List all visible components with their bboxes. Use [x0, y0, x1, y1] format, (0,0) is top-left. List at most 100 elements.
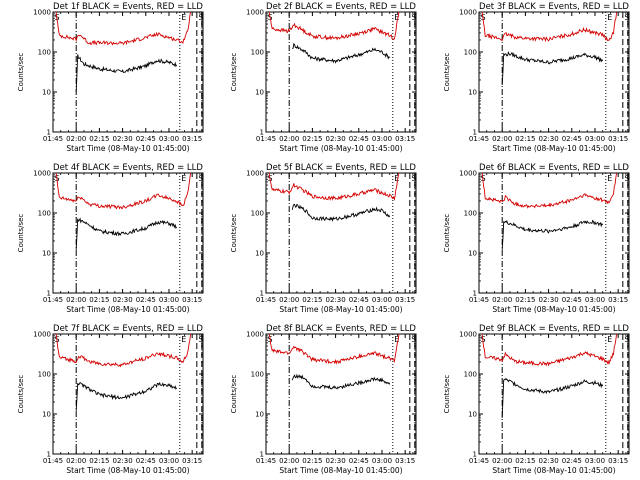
y-tick-label: 1	[473, 290, 477, 298]
plot-frame	[478, 172, 630, 294]
y-tick-label: 100	[251, 371, 264, 379]
panel-title: Det 4f BLACK = Events, RED = LLD	[53, 163, 203, 173]
x-tick-label: 03:00	[159, 457, 179, 465]
y-tick-label: 10	[468, 411, 477, 419]
x-axis-label: Start Time (08-May-10 01:45:00)	[279, 144, 402, 153]
x-tick-label: 02:30	[325, 296, 345, 304]
detector-panel-1: Det 1f BLACK = Events, RED = LLD 1 10 100 10…	[17, 2, 204, 153]
marker-label: E	[607, 174, 612, 183]
x-tick-label: 02:15	[302, 296, 322, 304]
plot-frame	[52, 172, 204, 294]
y-tick-label: 1	[47, 290, 51, 298]
x-tick-label: 03:15	[395, 296, 415, 304]
x-tick-label: 03:00	[372, 457, 392, 465]
x-tick-label: 03:00	[585, 135, 605, 143]
y-tick-label: 1000	[33, 9, 51, 17]
events-series-line	[291, 373, 391, 390]
marker-label: S	[411, 174, 416, 183]
lld-series-line	[268, 11, 400, 41]
x-axis-label: Start Time (08-May-10 01:45:00)	[279, 305, 402, 314]
marker-label: E	[181, 335, 186, 344]
detector-panel-2: Det 2f BLACK = Events, RED = LLD 1 10 100 10…	[230, 2, 417, 153]
x-tick-label: 02:45	[562, 296, 582, 304]
x-tick-label: 02:15	[89, 296, 109, 304]
x-tick-label: 02:15	[302, 135, 322, 143]
x-tick-label: 01:45	[256, 135, 276, 143]
x-tick-label: 02:00	[492, 296, 512, 304]
y-tick-label: 10	[255, 250, 264, 258]
x-tick-label: 02:45	[136, 135, 156, 143]
x-tick-label: 03:15	[395, 135, 415, 143]
y-tick-label: 1000	[246, 9, 264, 17]
x-tick-label: 02:45	[562, 135, 582, 143]
lld-series-line	[481, 11, 618, 43]
x-axis-label: Start Time (08-May-10 01:45:00)	[492, 305, 615, 314]
events-series-line	[291, 203, 391, 222]
panel-title: Det 6f BLACK = Events, RED = LLD	[479, 163, 629, 173]
y-tick-label: 1	[47, 129, 51, 137]
panel-title: Det 8f BLACK = Events, RED = LLD	[266, 324, 416, 334]
y-axis-label: Counts/sec	[443, 53, 451, 92]
y-axis-label: Counts/sec	[230, 214, 238, 253]
x-tick-label: 02:00	[492, 135, 512, 143]
y-tick-label: 1000	[459, 170, 477, 178]
y-tick-label: 10	[468, 250, 477, 258]
y-tick-label: 1	[260, 451, 264, 459]
x-tick-label: 02:45	[136, 296, 156, 304]
y-tick-label: 10	[42, 89, 51, 97]
detector-panel-9: Det 9f BLACK = Events, RED = LLD 1 10 100 10…	[443, 324, 630, 475]
lld-series-line	[481, 333, 618, 367]
x-tick-label: 02:30	[538, 457, 558, 465]
y-tick-label: 1	[260, 290, 264, 298]
plot-frame	[265, 172, 417, 294]
detector-panel-4: Det 4f BLACK = Events, RED = LLD 1 10 100 10…	[17, 163, 204, 314]
x-tick-label: 02:00	[279, 457, 299, 465]
y-tick-label: 100	[38, 210, 51, 218]
x-tick-label: 03:15	[182, 296, 202, 304]
x-tick-label: 01:45	[43, 135, 63, 143]
x-tick-label: 02:30	[325, 135, 345, 143]
x-tick-label: 01:45	[469, 296, 489, 304]
y-tick-label: 1000	[246, 331, 264, 339]
x-axis-label: Start Time (08-May-10 01:45:00)	[492, 466, 615, 475]
x-tick-label: 01:45	[469, 457, 489, 465]
marker-label: E	[607, 335, 612, 344]
marker-label: E	[394, 13, 399, 22]
x-tick-label: 03:00	[372, 135, 392, 143]
marker-label: E	[181, 174, 186, 183]
lld-series-line	[481, 172, 618, 209]
y-tick-label: 1000	[246, 170, 264, 178]
x-tick-label: 02:30	[538, 296, 558, 304]
plot-frame	[478, 333, 630, 455]
x-tick-label: 03:00	[372, 296, 392, 304]
detector-panel-7: Det 7f BLACK = Events, RED = LLD 1 10 100 10…	[17, 324, 204, 475]
marker-label: S	[198, 335, 203, 344]
x-tick-label: 02:30	[325, 457, 345, 465]
marker-label: E	[607, 13, 612, 22]
x-tick-label: 01:45	[256, 457, 276, 465]
y-tick-label: 1000	[459, 9, 477, 17]
y-tick-label: 10	[255, 89, 264, 97]
y-tick-label: 1	[473, 129, 477, 137]
events-series-line	[501, 219, 604, 250]
x-tick-label: 03:15	[608, 296, 628, 304]
x-tick-label: 02:00	[279, 135, 299, 143]
y-axis-label: Counts/sec	[443, 214, 451, 253]
x-axis-label: Start Time (08-May-10 01:45:00)	[492, 144, 615, 153]
x-tick-label: 02:15	[515, 296, 535, 304]
x-tick-label: 02:15	[89, 135, 109, 143]
y-tick-label: 1	[47, 451, 51, 459]
x-tick-label: 03:00	[585, 296, 605, 304]
marker-label: S	[198, 13, 203, 22]
panel-title: Det 2f BLACK = Events, RED = LLD	[266, 2, 416, 12]
y-tick-label: 100	[38, 49, 51, 57]
x-tick-label: 03:00	[159, 135, 179, 143]
plot-frame	[265, 333, 417, 455]
events-series-line	[292, 42, 391, 64]
y-axis-label: Counts/sec	[443, 375, 451, 414]
lld-series-line	[268, 172, 400, 202]
lld-series-line	[268, 333, 400, 365]
marker-label: S	[198, 174, 203, 183]
y-tick-label: 1	[473, 451, 477, 459]
